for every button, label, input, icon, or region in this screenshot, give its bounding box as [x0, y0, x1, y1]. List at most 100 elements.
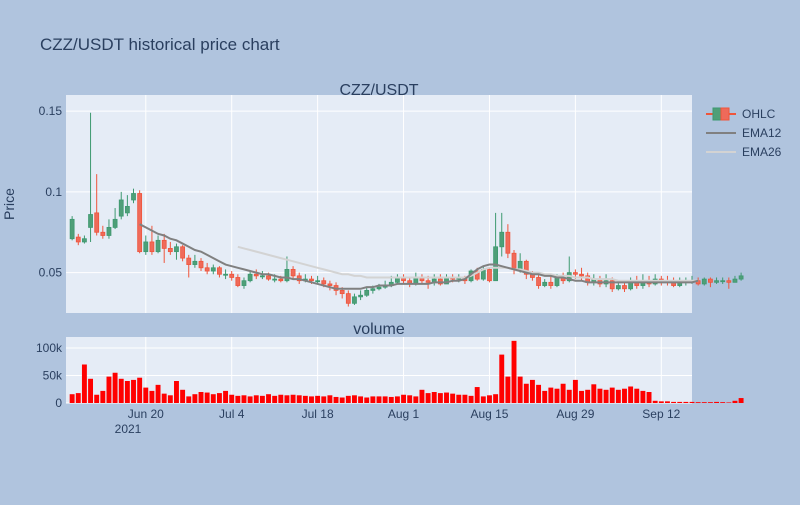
candle[interactable] [315, 275, 321, 284]
volume-bar[interactable] [401, 394, 407, 403]
volume-bar[interactable] [450, 393, 456, 403]
volume-bar[interactable] [511, 340, 517, 403]
candle[interactable] [579, 267, 584, 281]
volume-bar[interactable] [505, 376, 511, 403]
candle[interactable] [358, 290, 363, 301]
candle[interactable] [192, 254, 198, 268]
volume-bar[interactable] [487, 395, 492, 403]
volume-bar[interactable] [603, 389, 609, 403]
volume-bar[interactable] [585, 389, 591, 403]
candle[interactable] [499, 212, 505, 257]
candle[interactable] [124, 195, 130, 217]
volume-bar[interactable] [425, 393, 431, 403]
volume-bar[interactable] [407, 395, 413, 403]
candle[interactable] [106, 219, 112, 239]
volume-bar[interactable] [677, 401, 683, 403]
volume-bar[interactable] [210, 394, 216, 403]
candle[interactable] [352, 293, 357, 305]
volume-bar[interactable] [431, 392, 437, 403]
volume-bar[interactable] [542, 390, 548, 403]
candle[interactable] [247, 271, 253, 283]
volume-bar[interactable] [462, 394, 468, 403]
ema-lines[interactable] [139, 223, 699, 290]
ema12-line[interactable] [139, 223, 699, 290]
volume-bar[interactable] [437, 393, 443, 403]
candle[interactable] [88, 112, 93, 242]
volume-bar[interactable] [370, 396, 376, 403]
volume-bar[interactable] [536, 384, 542, 403]
candle[interactable] [223, 269, 228, 280]
candle[interactable] [217, 266, 222, 278]
legend[interactable]: OHLC EMA12 EMA26 [706, 107, 782, 159]
volume-bar[interactable] [609, 387, 615, 403]
candle[interactable] [180, 245, 186, 262]
volume-bar[interactable] [235, 395, 241, 403]
volume-bar[interactable] [382, 396, 388, 403]
candle[interactable] [143, 235, 149, 255]
legend-item[interactable]: OHLC [706, 107, 776, 121]
volume-bar[interactable] [351, 395, 357, 403]
candle[interactable] [229, 271, 235, 281]
volume-bar[interactable] [198, 392, 204, 403]
legend-item[interactable]: EMA26 [706, 145, 782, 159]
volume-bar[interactable] [278, 394, 284, 403]
candle[interactable] [548, 275, 554, 289]
volume-bar[interactable] [290, 394, 296, 403]
volume-bar[interactable] [720, 402, 726, 403]
volume-bar[interactable] [204, 392, 210, 403]
volume-bar[interactable] [388, 396, 394, 403]
volume-bar[interactable] [137, 377, 143, 403]
candle[interactable] [732, 275, 738, 283]
volume-bar[interactable] [88, 378, 94, 403]
candle[interactable] [241, 277, 247, 289]
volume-bar[interactable] [94, 394, 100, 403]
volume-bar[interactable] [499, 354, 505, 403]
volume-bar[interactable] [652, 400, 658, 403]
volume-bar[interactable] [628, 386, 634, 404]
volume-bar[interactable] [149, 390, 155, 403]
candle[interactable] [198, 258, 204, 272]
candle[interactable] [536, 274, 541, 289]
candle[interactable] [235, 274, 241, 288]
candle[interactable] [487, 267, 492, 283]
volume-bar[interactable] [241, 395, 247, 403]
candle[interactable] [174, 243, 179, 260]
volume-bar[interactable] [284, 395, 290, 403]
candle[interactable] [523, 259, 529, 280]
legend-item[interactable]: EMA12 [706, 126, 782, 140]
volume-bar[interactable] [321, 396, 327, 403]
volume-bar[interactable] [579, 390, 584, 403]
volume-bar[interactable] [247, 396, 253, 403]
volume-bar[interactable] [468, 395, 474, 403]
volume-bar[interactable] [554, 388, 560, 403]
candle[interactable] [186, 254, 192, 278]
candle[interactable] [75, 233, 81, 246]
candle[interactable] [210, 264, 216, 275]
candle[interactable] [738, 272, 744, 281]
volume-bar[interactable] [658, 401, 664, 403]
volume-bar[interactable] [529, 379, 535, 403]
volume-bar[interactable] [131, 379, 136, 403]
volume-bar[interactable] [591, 384, 597, 403]
candle[interactable] [622, 282, 627, 293]
volume-bar[interactable] [707, 402, 713, 403]
volume-bar[interactable] [480, 396, 486, 403]
volume-bar[interactable] [118, 378, 124, 403]
volume-bar[interactable] [315, 395, 321, 403]
candle[interactable] [161, 233, 167, 263]
volume-bar[interactable] [124, 381, 130, 403]
volume-bar[interactable] [216, 393, 222, 403]
volume-bar[interactable] [229, 394, 235, 403]
candle[interactable] [708, 277, 713, 288]
volume-bar[interactable] [259, 395, 265, 403]
volume-bar[interactable] [689, 401, 695, 403]
volume-bar[interactable] [161, 393, 167, 403]
candle[interactable] [290, 266, 296, 280]
volume-bar[interactable] [726, 402, 732, 403]
candle[interactable] [714, 277, 719, 284]
volume-bar[interactable] [622, 388, 627, 403]
volume-bar[interactable] [615, 389, 621, 403]
volume-bar[interactable] [701, 402, 707, 403]
candle[interactable] [82, 235, 87, 244]
candle[interactable] [253, 269, 259, 280]
